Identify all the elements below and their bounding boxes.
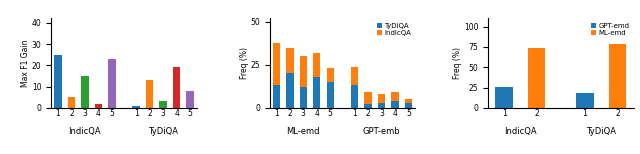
Text: IndicQA: IndicQA [68,128,101,136]
Text: TyDiQA: TyDiQA [148,128,178,136]
Bar [108,59,116,108]
Y-axis label: Max F1 Gain: Max F1 Gain [21,39,30,87]
Bar [68,97,75,108]
Bar [404,99,412,103]
Bar [391,92,399,101]
Bar [313,53,321,77]
Legend: GPT-emd, ML-emd: GPT-emd, ML-emd [590,22,630,36]
Legend: TyDiQA, IndicQA: TyDiQA, IndicQA [376,22,412,36]
Bar [159,101,167,108]
Y-axis label: Freq (%): Freq (%) [240,47,249,79]
Bar [351,85,358,108]
Bar [391,101,399,108]
Text: IndicQA: IndicQA [504,128,537,136]
Bar [527,48,545,108]
Bar [326,68,334,82]
Bar [146,80,154,108]
Bar [326,82,334,108]
Bar [300,56,307,87]
Bar [378,103,385,108]
Text: GPT-emb: GPT-emb [363,128,400,136]
Bar [286,73,294,108]
Bar [186,91,194,108]
Bar [81,76,88,108]
Bar [609,44,627,108]
Bar [95,103,102,108]
Bar [132,106,140,108]
Bar [313,77,321,108]
Bar [273,43,280,85]
Bar [364,104,372,108]
Y-axis label: Freq (%): Freq (%) [453,47,462,79]
Bar [300,87,307,108]
Bar [404,103,412,108]
Text: ML-emd: ML-emd [287,128,320,136]
Bar [173,67,180,108]
Bar [286,48,294,73]
Bar [273,85,280,108]
Bar [495,87,513,108]
Bar [576,93,594,108]
Bar [54,55,61,108]
Bar [364,92,372,104]
Text: TyDiQA: TyDiQA [586,128,616,136]
Bar [351,67,358,85]
Bar [378,94,385,103]
